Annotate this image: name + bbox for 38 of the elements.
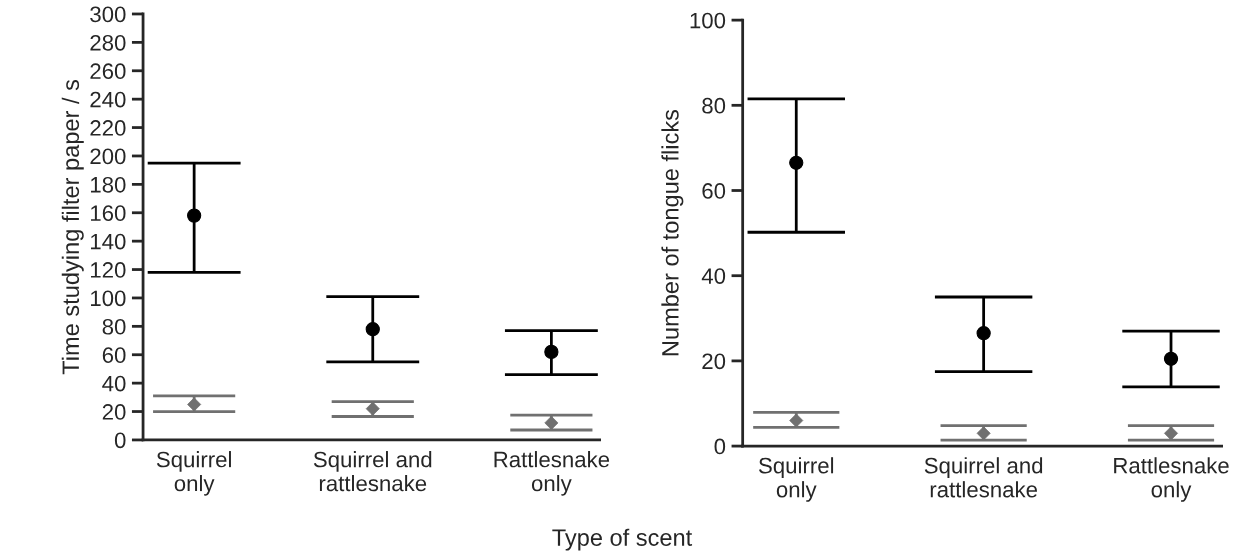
- x-tick-label: Squirrel and rattlesnake: [924, 457, 1043, 498]
- y-tick-label: 0: [714, 438, 726, 455]
- y-tick-label: 60: [102, 347, 126, 364]
- y-tick-label: 100: [690, 12, 726, 29]
- y-tick-label: 120: [91, 262, 126, 278]
- x-axis-title: Type of scent: [552, 528, 693, 551]
- y-tick-label: 100: [91, 290, 126, 307]
- y-axis-title: Time studying filter paper / s: [61, 79, 84, 375]
- point: [544, 344, 559, 360]
- y-tick-label: 200: [90, 148, 126, 165]
- y-tick-label: 180: [91, 176, 126, 193]
- x-tick-label: Squirrel only: [156, 451, 231, 496]
- x-tick-label: Squirrel and rattlesnake: [313, 451, 432, 492]
- y-tick-label: 80: [702, 97, 726, 114]
- point: [976, 326, 991, 341]
- y-tick-label: 140: [91, 233, 126, 250]
- x-tick-label: Rattlesnake only: [1114, 457, 1229, 502]
- point: [187, 208, 202, 223]
- y-tick-label: 280: [90, 34, 126, 51]
- y-tick-label: 20: [702, 353, 726, 370]
- y-tick-label: 40: [102, 375, 126, 392]
- y-tick-label: 80: [102, 318, 126, 335]
- point: [1163, 351, 1179, 366]
- y-tick-label: 240: [90, 91, 126, 108]
- point: [365, 401, 380, 416]
- y-axis-title: Number of tongue flicks: [661, 109, 684, 356]
- y-tick-label: 160: [91, 205, 126, 222]
- y-tick-label: 40: [701, 268, 726, 284]
- y-tick-label: 220: [90, 120, 126, 136]
- y-tick-label: 0: [114, 432, 126, 449]
- x-tick-label: Squirrel only: [758, 457, 834, 502]
- y-tick-label: 300: [90, 6, 126, 23]
- x-tick-label: Rattlesnake only: [494, 451, 610, 496]
- y-tick-label: 260: [90, 63, 126, 80]
- y-tick-label: 60: [702, 183, 726, 199]
- point: [789, 155, 804, 170]
- point: [365, 322, 380, 337]
- y-tick-label: 20: [102, 404, 126, 420]
